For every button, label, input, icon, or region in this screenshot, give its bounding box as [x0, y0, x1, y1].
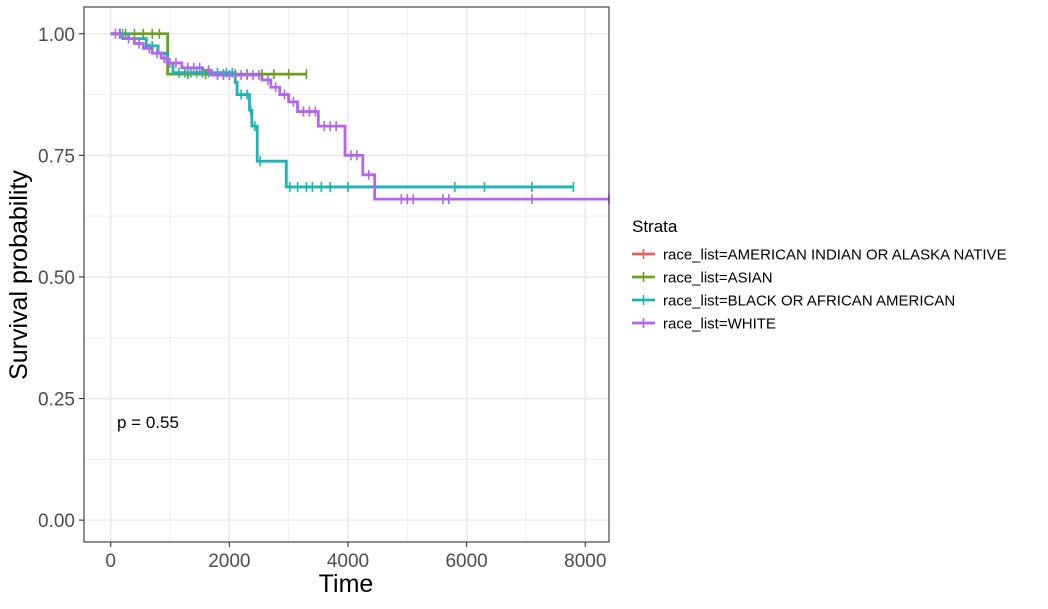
y-tick-label: 1.00	[38, 25, 75, 46]
panel-border	[83, 6, 610, 543]
legend-label: race_list=BLACK OR AFRICAN AMERICAN	[663, 293, 955, 310]
axes: Time Survival probability p = 0.55 0 2000…	[5, 6, 610, 598]
legend: Strata race_list=AMERICAN INDIAN OR ALAS…	[632, 217, 1007, 333]
y-tick-label: 0.50	[38, 268, 75, 289]
y-tick-label: 0.25	[38, 390, 75, 411]
x-axis-title: Time	[319, 570, 374, 598]
y-tick-label: 0.75	[38, 146, 75, 167]
p-value-annotation: p = 0.55	[117, 413, 179, 432]
survival-curve-3	[110, 32, 609, 201]
x-tick-label: 0	[105, 551, 116, 572]
y-tick-label: 0.00	[38, 511, 75, 532]
x-tick-label: 2000	[208, 551, 250, 572]
x-tick-label: 6000	[445, 551, 487, 572]
x-tick-label: 4000	[327, 551, 369, 572]
legend-label: race_list=AMERICAN INDIAN OR ALASKA NATI…	[663, 247, 1007, 264]
y-axis-title: Survival probability	[5, 170, 33, 380]
panel-background	[84, 7, 609, 542]
censor-marks	[114, 28, 610, 205]
legend-title: Strata	[632, 217, 678, 236]
plot-panel	[84, 7, 609, 542]
legend-label: race_list=ASIAN	[663, 270, 773, 287]
x-tick-label: 8000	[564, 551, 606, 572]
legend-label: race_list=WHITE	[663, 316, 776, 333]
